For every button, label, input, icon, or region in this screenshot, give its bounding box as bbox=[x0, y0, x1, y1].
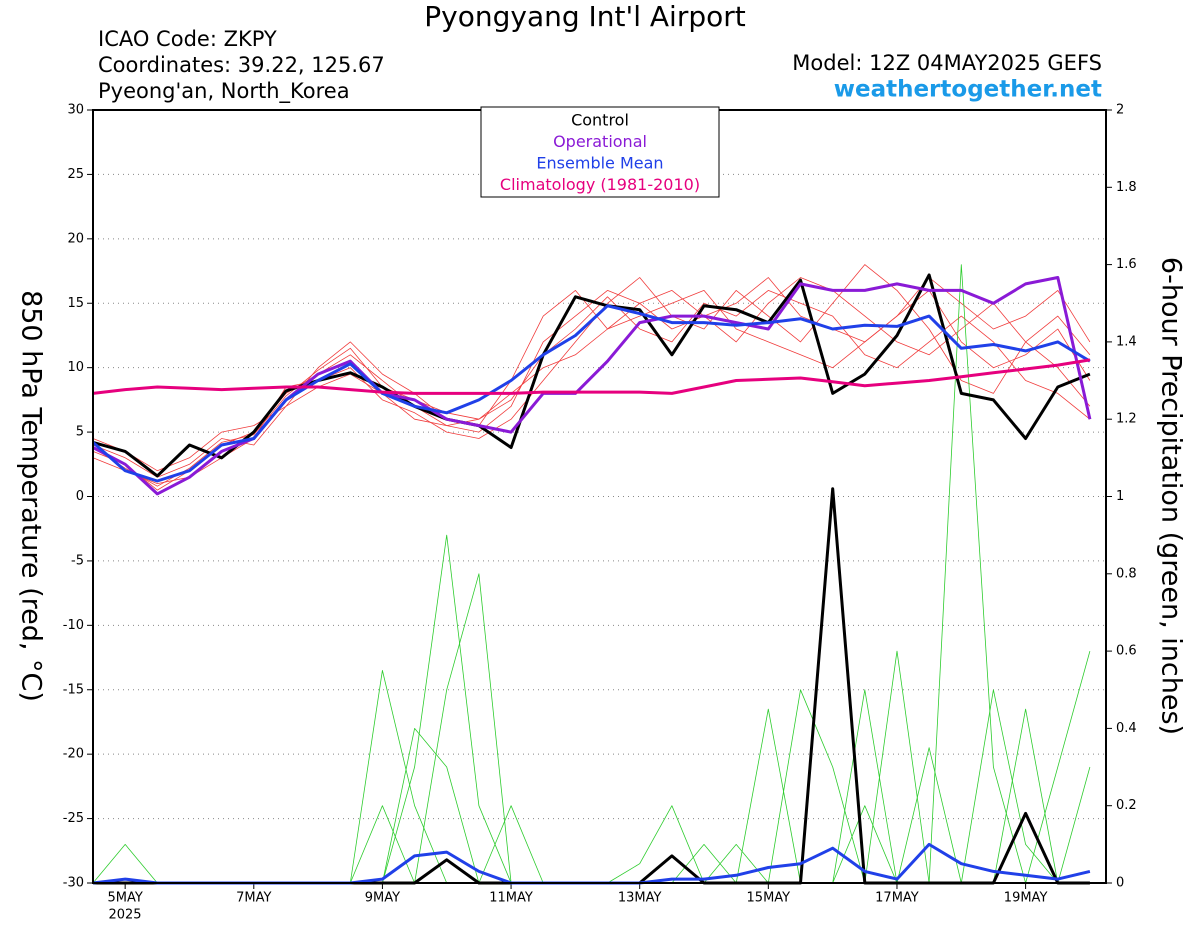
y-tick-label: 20 bbox=[67, 231, 84, 246]
legend-entry: Control bbox=[571, 111, 629, 130]
member-line bbox=[92, 264, 1091, 484]
website: weathertogether.net bbox=[834, 77, 1102, 103]
y-axis-label: 850 hPa Temperature (red, °C) bbox=[16, 290, 47, 702]
x-tick-label: 13MAY bbox=[618, 891, 662, 906]
legend: Control Operational Ensemble Mean Climatolo… bbox=[480, 106, 720, 198]
y-tick-label: -15 bbox=[63, 682, 84, 697]
y-tick-label: -5 bbox=[71, 553, 84, 568]
member-line bbox=[92, 277, 1091, 478]
y2-axis-label: 6-hour Precipitation (green, inches) bbox=[1156, 257, 1187, 735]
x-tick-label: 15MAY bbox=[747, 891, 791, 906]
y2-tick-label: 1.2 bbox=[1116, 412, 1137, 427]
y2-tick-label: 0.2 bbox=[1116, 798, 1137, 813]
legend-entry: Operational bbox=[553, 132, 647, 151]
x-tick-label: 7MAY bbox=[236, 891, 271, 906]
year-label: 2025 bbox=[108, 908, 141, 923]
y-tick-label: -20 bbox=[63, 747, 84, 762]
y-tick-label: -10 bbox=[63, 618, 84, 633]
chart-title: Pyongyang Int'l Airport bbox=[424, 0, 745, 33]
x-tick-label: 17MAY bbox=[875, 891, 919, 906]
y2-tick-label: 0.8 bbox=[1116, 566, 1137, 581]
y-tick-label: 10 bbox=[67, 360, 84, 375]
series-line bbox=[92, 304, 1091, 483]
series-line bbox=[93, 487, 1090, 885]
y-tick-label: -25 bbox=[63, 811, 84, 826]
y-tick-label: 15 bbox=[67, 296, 84, 311]
info-line: Coordinates: 39.22, 125.67 bbox=[98, 53, 385, 77]
info-line: ICAO Code: ZKPY bbox=[98, 27, 277, 51]
x-tick-label: 19MAY bbox=[1004, 891, 1048, 906]
series-line bbox=[92, 842, 1091, 885]
y-tick-label: 0 bbox=[76, 489, 84, 504]
legend-entry: Ensemble Mean bbox=[536, 154, 663, 173]
x-tick-label: 11MAY bbox=[489, 891, 533, 906]
x-tick-label: 9MAY bbox=[365, 891, 400, 906]
y2-tick-label: 2 bbox=[1116, 103, 1124, 118]
y2-tick-label: 0 bbox=[1116, 876, 1124, 891]
x-tick-label: 5MAY bbox=[108, 891, 143, 906]
y2-tick-label: 1.4 bbox=[1116, 334, 1137, 349]
y-tick-label: -30 bbox=[63, 876, 84, 891]
series-line bbox=[92, 358, 1091, 395]
plot-frame bbox=[92, 109, 1107, 884]
y2-tick-label: 0.4 bbox=[1116, 721, 1137, 736]
y2-tick-label: 1.8 bbox=[1116, 180, 1137, 195]
y-tick-label: 30 bbox=[67, 103, 84, 118]
y-tick-label: 25 bbox=[67, 167, 84, 182]
y-tick-label: 5 bbox=[76, 425, 84, 440]
member-line bbox=[92, 708, 1091, 884]
series-line bbox=[92, 273, 1091, 478]
legend-box bbox=[480, 106, 720, 198]
member-line bbox=[92, 290, 1091, 487]
member-line bbox=[93, 264, 1090, 884]
y2-tick-label: 1.6 bbox=[1116, 257, 1137, 272]
y2-tick-label: 0.6 bbox=[1116, 644, 1137, 659]
info-line: Pyeong'an, North_Korea bbox=[98, 79, 350, 104]
legend-entry: Climatology (1981-2010) bbox=[500, 175, 700, 194]
y2-tick-label: 1 bbox=[1116, 489, 1124, 504]
model-info: Model: 12Z 04MAY2025 GEFS bbox=[792, 51, 1102, 75]
member-line bbox=[93, 573, 1091, 884]
